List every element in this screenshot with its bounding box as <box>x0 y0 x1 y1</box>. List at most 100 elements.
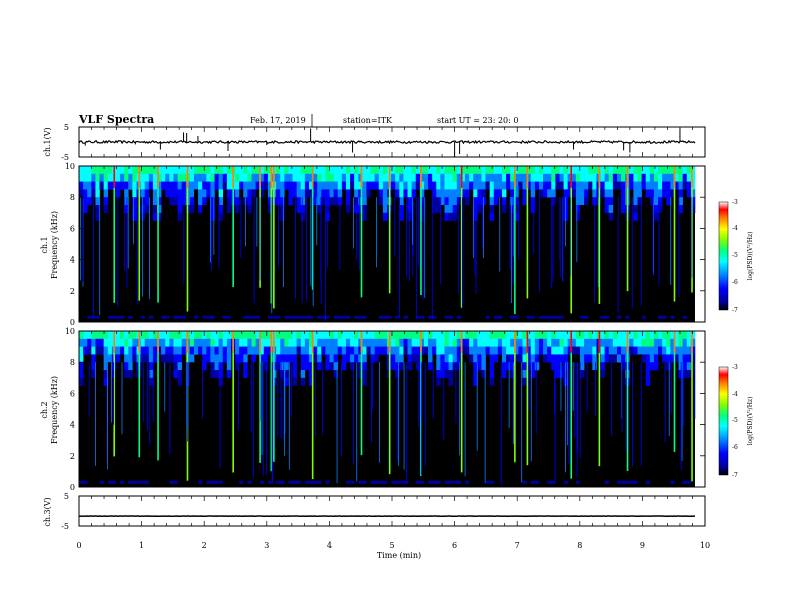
spectrogram-cell <box>198 166 203 175</box>
spectrogram-cell <box>571 331 577 340</box>
spectrogram-cell <box>465 331 470 340</box>
spectrogram-streak <box>250 362 252 433</box>
spectrogram-cell <box>547 189 552 198</box>
spectrogram-cell <box>592 166 597 175</box>
spectrogram-cell <box>103 173 109 182</box>
spectrogram-cell <box>444 173 449 182</box>
spectrogram-cell <box>358 181 363 190</box>
spectrogram-sferic-column <box>311 166 314 290</box>
spectrogram-cell <box>485 331 490 340</box>
spectrogram-streak <box>277 362 279 437</box>
spectrogram-cell <box>559 362 564 371</box>
spectrogram-cell <box>226 346 232 355</box>
spectrogram-streak <box>126 197 128 289</box>
spectrogram-cell <box>218 480 224 484</box>
spectrogram-cell <box>292 354 297 363</box>
ch2-colorbar-label: log(PSD)(V²/Hz) <box>747 397 754 446</box>
spectrogram-cell <box>124 205 129 214</box>
spectrogram-cell <box>189 189 195 198</box>
spectrogram-cell <box>637 197 642 206</box>
spectrogram-cell <box>641 354 647 363</box>
spectrogram-cell <box>391 166 396 175</box>
spectrogram-cell <box>140 181 146 190</box>
spectrogram-cell <box>308 189 314 198</box>
spectrogram-cell <box>428 173 433 182</box>
spectrogram-streak <box>586 362 588 413</box>
spectrogram-cell <box>534 181 540 190</box>
spectrogram-cell <box>674 354 679 363</box>
spectrogram-cell <box>280 173 285 182</box>
spectrogram-cell <box>247 480 252 484</box>
spectrogram-cell <box>79 181 84 190</box>
spectrogram-cell <box>140 315 146 319</box>
spectrogram-cell <box>518 331 523 340</box>
spectrogram-sferic-column <box>113 166 116 303</box>
spectrogram-cell <box>391 338 396 347</box>
spectrogram-cell <box>448 331 453 340</box>
spectrogram-cell <box>653 197 659 206</box>
spectrogram-cell <box>662 189 667 198</box>
spectrogram-cell <box>350 346 355 355</box>
spectrogram-sferic-column <box>626 331 629 471</box>
spectrogram-cell <box>604 315 610 319</box>
spectrogram-streak <box>261 362 263 456</box>
spectrogram-cell <box>678 346 683 355</box>
spectrogram-cell <box>670 346 675 355</box>
spectrogram-cell <box>280 197 285 206</box>
spectrogram-streak <box>314 362 316 437</box>
spectrogram-cell <box>625 480 630 484</box>
spectrogram-streak <box>415 197 417 319</box>
spectrogram-sferic-column <box>360 331 363 353</box>
spectrogram-cell <box>559 346 564 355</box>
spectrogram-cell <box>107 181 113 190</box>
spectrogram-cell <box>313 197 318 206</box>
spectrogram-cell <box>616 480 622 484</box>
spectrogram-cell <box>658 173 663 182</box>
spectrogram-cell <box>391 480 396 484</box>
spectrogram-cell <box>678 197 683 206</box>
spectrogram-cell <box>87 181 92 190</box>
spectrogram-cell <box>584 354 589 363</box>
x-axis-label: Time (min) <box>377 551 421 560</box>
spectrogram-cell <box>341 346 347 355</box>
spectrogram-cell <box>329 346 334 355</box>
spectrogram-cell <box>152 338 158 347</box>
spectrogram-cell <box>107 173 113 182</box>
spectrogram-cell <box>198 189 203 198</box>
spectrogram-cell <box>514 173 519 182</box>
spectrogram-cell <box>222 181 228 190</box>
spectrogram-cell <box>510 189 515 198</box>
spectrogram-cell <box>649 189 655 198</box>
spectrogram-cell <box>477 331 482 340</box>
spectrogram-cell <box>645 173 651 182</box>
spectrogram-cell <box>284 331 289 340</box>
spectrogram-cell <box>124 346 129 355</box>
spectrogram-cell <box>555 362 560 371</box>
spectrogram-cell <box>411 181 417 190</box>
spectrogram-cell <box>415 362 421 371</box>
spectrogram-cell <box>526 346 532 355</box>
spectrogram-cell <box>551 480 556 484</box>
spectrogram-cell <box>419 212 425 221</box>
spectrogram-cell <box>276 181 281 190</box>
spectrogram-cell <box>235 331 240 340</box>
spectrogram-cell <box>111 480 117 484</box>
spectrogram-cell <box>226 331 232 340</box>
spectrogram-cell <box>210 212 215 221</box>
spectrogram-cell <box>436 166 441 175</box>
spectrogram-cell <box>95 166 100 175</box>
spectrogram-cell <box>214 331 219 340</box>
spectrogram-cell <box>91 189 96 198</box>
spectrogram-streak <box>440 197 442 285</box>
spectrogram-streak <box>475 197 477 294</box>
spectrogram-cell <box>686 166 692 175</box>
spectrogram-cell <box>477 338 482 347</box>
spectrogram-cell <box>329 166 334 175</box>
spectrogram-cell <box>226 338 232 347</box>
spectrogram-cell <box>538 173 544 182</box>
spectrogram-streak <box>683 362 685 426</box>
spectrogram-cell <box>522 377 527 386</box>
spectrogram-cell <box>690 338 696 347</box>
spectrogram-cell <box>366 189 371 198</box>
spectrogram-cell <box>510 370 515 379</box>
